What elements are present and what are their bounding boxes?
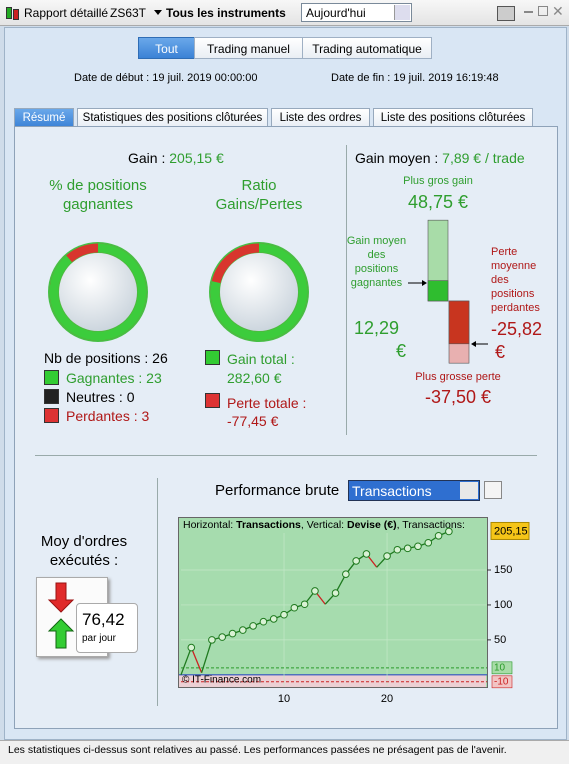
status-bar (0, 740, 569, 764)
avg-loss-title: Perte moyenne des positions perdantes (491, 246, 540, 314)
end-date: Date de fin : 19 juil. 2019 16:19:48 (331, 72, 499, 84)
filter-button[interactable]: Tout (138, 37, 195, 59)
instruments[interactable]: Tous les instruments (166, 6, 286, 20)
orders-title: Moy d'ordres exécutés : (40, 533, 128, 569)
total-gain: 282,60 € (227, 370, 282, 386)
tab[interactable]: Liste des positions clôturées (373, 108, 533, 127)
header-part: Horizontal: (183, 519, 237, 531)
legend-swatch (205, 393, 220, 408)
report-button[interactable]: Rapport détaillé (24, 6, 109, 20)
avg-gain: 12,29 (354, 318, 400, 338)
account[interactable]: ZS63T (110, 6, 147, 20)
total-gain-title: Gain total : (227, 351, 295, 367)
mode: Transactions (352, 483, 432, 499)
tab[interactable]: Statistiques des positions clôturées (77, 108, 268, 127)
filter-button[interactable]: Trading automatique (302, 37, 432, 59)
period: Aujourd'hui (306, 6, 366, 20)
separator (35, 455, 537, 456)
orders-value: 76,42 (82, 610, 125, 629)
average-value: 7,89 € / trade (442, 150, 525, 166)
close[interactable]: ✕ (552, 3, 564, 19)
orders-unit: par jour (82, 633, 116, 644)
header-part: , Vertical: (300, 519, 347, 531)
max-loss-title: Plus grosse perte (415, 371, 501, 383)
avg-loss-unit: € (495, 342, 506, 362)
tab[interactable]: Liste des ordres (271, 108, 370, 127)
ratio-title: Ratio Gains/Pertes (215, 177, 303, 213)
win-rate-value: 88,46 % (68, 283, 128, 300)
win-rate-title: % de positions gagnantes (49, 177, 147, 213)
toolbar (0, 0, 569, 26)
filter-button[interactable]: Trading manuel (194, 37, 303, 59)
header-part: , Transactions: (396, 519, 465, 531)
icon (6, 7, 12, 19)
gain-value: 205,15 € (169, 150, 224, 166)
icon (13, 9, 19, 20)
performance-title: Performance brute (215, 482, 340, 499)
select-button (460, 482, 478, 499)
ratio-value: 3,65 (243, 283, 275, 300)
average-title: Gain moyen : (355, 150, 439, 166)
settings-button[interactable] (484, 481, 502, 499)
chart-frame (178, 517, 488, 688)
positions: Nb de positions : 26 (44, 350, 168, 366)
gain: Gain : 205,15 € (128, 150, 224, 166)
losers: Perdantes : 3 (66, 408, 150, 424)
separator (346, 145, 347, 435)
orders-box (76, 603, 138, 653)
separator (157, 478, 158, 706)
minimize[interactable] (524, 11, 533, 13)
header-part: Transactions (236, 519, 301, 531)
tab[interactable]: Résumé (14, 108, 74, 127)
legend-swatch (44, 389, 59, 404)
period-select[interactable]: Aujourd'hui (301, 3, 412, 22)
avg-loss: -25,82 (491, 319, 543, 339)
start-date: Date de début : 19 juil. 2019 00:00:00 (74, 72, 258, 84)
print-icon[interactable] (497, 6, 515, 21)
select-button (394, 5, 410, 20)
chart-header: Horizontal: Transactions, Vertical: Devi… (183, 519, 465, 531)
max-gain-title: Plus gros gain (403, 175, 473, 187)
legend-swatch (44, 370, 59, 385)
max-loss: -37,50 € (424, 387, 492, 407)
winners: Gagnantes : 23 (66, 370, 162, 386)
disclaimer: Les statistiques ci-dessus sont relative… (8, 744, 507, 756)
neutral: Neutres : 0 (66, 389, 135, 405)
legend-swatch (205, 350, 220, 365)
total-loss: -77,45 € (227, 413, 279, 429)
header-part: Devise (€) (347, 519, 397, 531)
avg-gain-unit: € (396, 341, 407, 361)
mode-select[interactable]: Transactions (348, 480, 480, 501)
gain-title: Gain : (128, 150, 166, 166)
max-gain: 48,75 € (407, 192, 469, 212)
avg-gain-title: Gain moyen des positions gagnantes (346, 235, 407, 289)
legend-swatch (44, 408, 59, 423)
maximize[interactable] (538, 6, 548, 16)
total-loss-title: Perte totale : (227, 395, 307, 411)
dropdown-arrow (154, 10, 162, 15)
average: Gain moyen : 7,89 € / trade (355, 150, 525, 166)
